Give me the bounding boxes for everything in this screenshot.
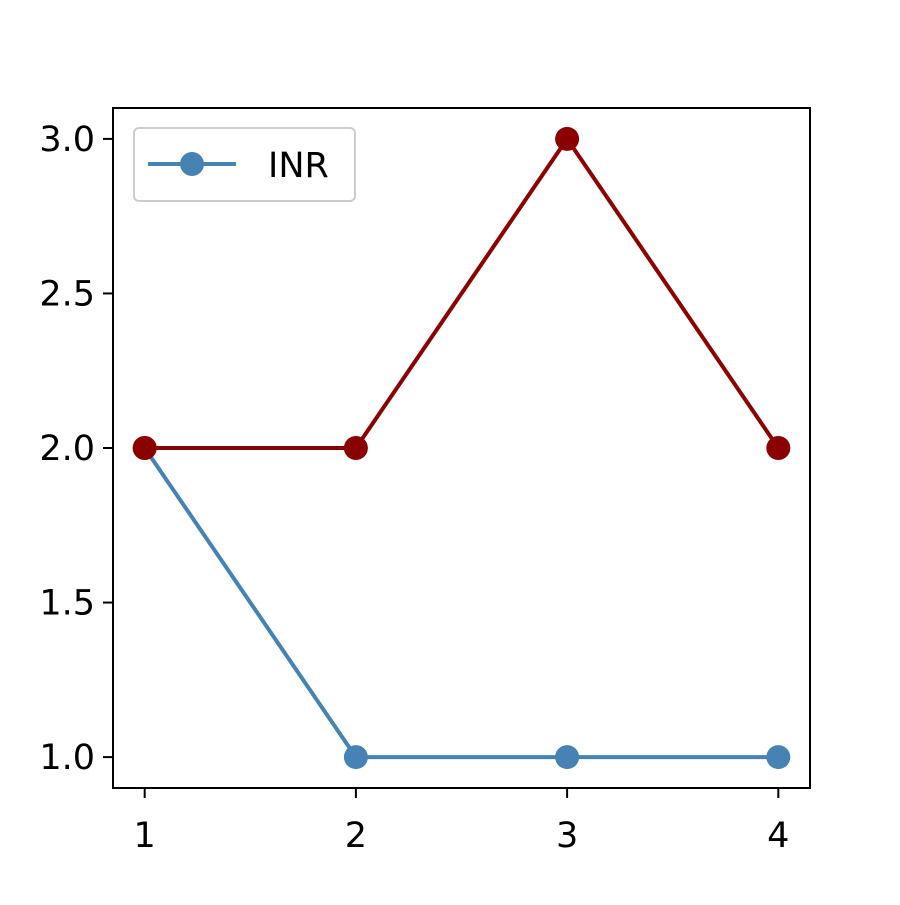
- legend-frame: [133, 127, 356, 202]
- data-point-inr-3: [555, 745, 580, 770]
- series-line-series-2: [144, 136, 780, 450]
- x-axis: 1 2 3 4: [134, 788, 789, 856]
- x-tick-label: 4: [767, 816, 789, 856]
- legend-marker-inr: [180, 152, 204, 176]
- data-point-series-2-1: [132, 436, 157, 460]
- series-line-inr: [143, 446, 779, 760]
- y-tick-label: 1.5: [39, 584, 95, 624]
- data-point-inr-2: [343, 745, 368, 770]
- y-tick-label: 2.5: [39, 274, 95, 314]
- data-point-inr-4: [766, 745, 791, 770]
- data-point-series-2-3: [555, 126, 580, 151]
- y-tick-label: 1.0: [39, 738, 95, 778]
- data-point-series-2-4: [766, 436, 791, 460]
- y-tick-label: 3.0: [39, 120, 95, 160]
- y-axis: 1.0 1.5 2.0 2.5 3.0: [39, 120, 113, 778]
- x-tick-label: 3: [556, 816, 578, 856]
- x-tick-label: 2: [345, 816, 367, 856]
- data-point-series-2-2: [343, 436, 368, 460]
- legend: INR: [133, 127, 356, 202]
- legend-label-inr: INR: [268, 146, 329, 186]
- series-layer: [132, 126, 791, 770]
- y-tick-label: 2.0: [39, 429, 95, 469]
- x-tick-label: 1: [134, 816, 156, 856]
